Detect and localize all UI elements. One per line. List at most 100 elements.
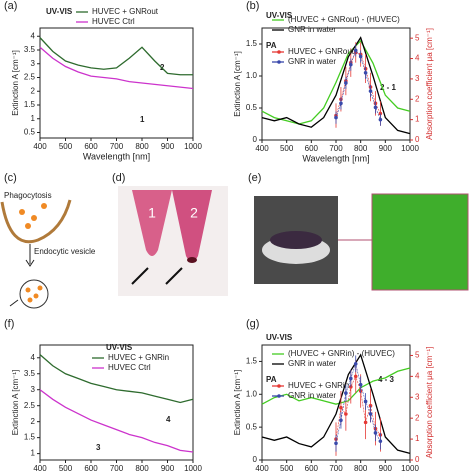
series-line — [39, 354, 194, 404]
pa-point — [344, 412, 348, 416]
pa-point — [334, 441, 338, 446]
tube — [132, 190, 172, 256]
diagram-text: Endocytic vesicle — [34, 247, 96, 256]
y-tick-label: 1.5 — [246, 357, 258, 366]
x-tick-label: 400 — [33, 142, 47, 151]
pa-point — [344, 391, 348, 395]
x-tick-label: 1000 — [401, 144, 419, 153]
y-tick-label: 2.5 — [24, 73, 36, 82]
arrow — [165, 267, 183, 285]
tube — [172, 190, 212, 262]
x-tick-label: 900 — [161, 464, 175, 473]
x-tick-label: 700 — [110, 464, 124, 473]
annotation: 1 — [140, 115, 145, 124]
legend-label: GNR in water — [288, 391, 336, 400]
annotation: PA — [266, 41, 277, 50]
pa-point — [358, 382, 363, 387]
pa-point — [339, 418, 343, 423]
y-tick-label: 0 — [253, 455, 258, 464]
legend-label: GNR in water — [288, 57, 336, 66]
pa-point — [373, 105, 378, 110]
pa-point — [339, 101, 343, 106]
panel-label: (f) — [4, 318, 14, 330]
y2-tick-label: 4 — [415, 371, 420, 380]
x-tick-label: 600 — [305, 144, 319, 153]
y-tick-label: 1 — [31, 114, 36, 123]
y2-tick-label: 0 — [415, 135, 420, 144]
y-tick-label: 1.5 — [24, 433, 36, 442]
x-tick-label: 800 — [135, 464, 149, 473]
tube-label: 2 — [190, 205, 198, 221]
x-tick-label: 500 — [59, 142, 73, 151]
arrow — [9, 299, 19, 307]
pellet — [187, 257, 197, 263]
tube-label: 1 — [148, 205, 156, 221]
x-axis-title: Wavelength [nm] — [302, 153, 369, 163]
legend-label: HUVEC + GNRin — [108, 353, 169, 362]
plot-frame — [39, 27, 194, 139]
y-tick-label: 2 — [31, 417, 36, 426]
x-tick-label: 500 — [59, 464, 73, 473]
pa-point — [378, 117, 383, 122]
pa-point — [358, 54, 363, 59]
y2-tick-label: 1 — [415, 115, 420, 124]
y2-tick-label: 0 — [415, 455, 420, 464]
series-line — [261, 36, 411, 135]
x-tick-label: 1000 — [184, 142, 202, 151]
pa-point — [363, 420, 368, 425]
y-tick-label: 2.5 — [24, 401, 36, 410]
y-tick-label: 2 — [31, 86, 36, 95]
x-tick-label: 400 — [33, 464, 47, 473]
pa-point — [353, 362, 358, 366]
x-tick-label: 700 — [110, 142, 124, 151]
x-tick-label: 500 — [280, 144, 294, 153]
annotation: UV-VIS — [266, 333, 293, 342]
arrow — [131, 267, 149, 285]
y-tick-label: 4 — [31, 31, 36, 40]
legend-label: HUVEC + GNRout — [92, 7, 159, 16]
x-tick-label: 600 — [84, 142, 98, 151]
y2-axis-title: Absorption coefficient μa [cm⁻¹] — [425, 347, 434, 459]
annotation: 4 — [166, 415, 171, 424]
pa-point — [353, 374, 358, 379]
y2-tick-label: 3 — [415, 74, 420, 83]
x-tick-label: 600 — [84, 464, 98, 473]
panel-label: (a) — [4, 0, 17, 12]
y2-axis-title: Absorption coefficient μa [cm⁻¹] — [425, 28, 434, 140]
x-tick-label: 1000 — [401, 464, 419, 473]
series-line — [261, 39, 411, 125]
x-tick-label: 900 — [379, 464, 393, 473]
series-line — [261, 367, 411, 405]
x-axis-title: Wavelength [nm] — [83, 151, 150, 161]
pa-line — [335, 362, 381, 444]
y-tick-label: 0.5 — [24, 128, 36, 137]
y-tick-label: 1 — [31, 449, 36, 458]
x-tick-label: 700 — [329, 144, 343, 153]
pa-point — [334, 115, 338, 120]
x-tick-label: 800 — [135, 142, 149, 151]
micrograph — [371, 193, 469, 291]
pa-point — [349, 376, 353, 381]
y2-tick-label: 3 — [415, 392, 420, 401]
y-tick-label: 0.5 — [246, 103, 258, 112]
panel-label: (c) — [4, 172, 17, 184]
pa-line — [335, 49, 381, 120]
series-line — [261, 353, 411, 455]
y-tick-label: 0.5 — [246, 422, 258, 431]
y2-tick-label: 5 — [415, 33, 420, 42]
y-tick-label: 1.0 — [246, 71, 258, 80]
annotation: 3 — [96, 443, 101, 452]
diagram-text: Phagocytosis — [4, 191, 52, 200]
legend-label: GNR in water — [288, 359, 336, 368]
x-tick-label: 400 — [255, 464, 269, 473]
y-tick-label: 3.5 — [24, 45, 36, 54]
x-tick-label: 600 — [305, 464, 319, 473]
pa-point — [373, 431, 378, 435]
y-tick-label: 4 — [31, 353, 36, 362]
annotation: UV-VIS — [266, 11, 293, 20]
y2-tick-label: 4 — [415, 54, 420, 63]
y-tick-label: 3 — [31, 385, 36, 394]
panel-label: (g) — [246, 318, 259, 330]
y-tick-label: 1.5 — [246, 39, 258, 48]
legend-label: GNR in water — [288, 25, 336, 34]
